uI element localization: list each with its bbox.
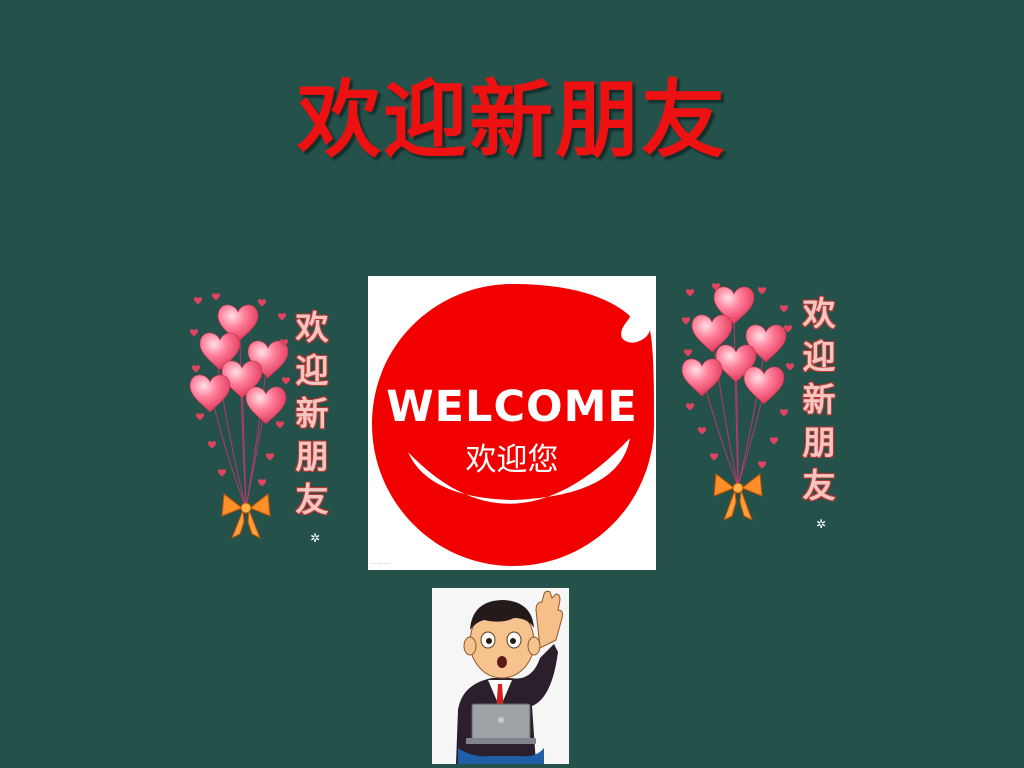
welcome-circle-icon: ·········· [372,284,654,568]
left-sticker-char: 友 [295,480,329,519]
waving-man-with-laptop-icon [456,590,563,764]
welcome-logo: ·········· WELCOME 欢迎您 [368,276,656,570]
left-sticker-char: 新 [295,394,329,433]
welcome-word: WELCOME [386,382,638,432]
right-sticker-char: 朋 [802,423,836,462]
welcome-subtitle: 欢迎您 [465,442,559,478]
waving-man-illustration [432,588,569,764]
svg-text:✲: ✲ [310,531,320,545]
right-sticker-char: 迎 [802,337,836,376]
left-sticker-char: 迎 [295,351,329,390]
left-sticker-text: 欢 迎 新 朋 友 [292,306,332,521]
right-sticker-text: 欢 迎 新 朋 友 [798,292,840,507]
heart-balloon-icon: ✲ [189,293,320,545]
heart-balloon-icon: ✲ [681,283,826,531]
left-sticker-char: 欢 [295,308,329,347]
right-sticker-char: 新 [802,380,836,419]
right-balloon-sticker: ✲ 欢 迎 新 朋 友 [676,280,846,540]
left-balloon-sticker: ✲ 欢 迎 新 朋 友 [186,286,336,548]
bow-icon [221,493,271,540]
slide-title: 欢迎新朋友 [296,71,727,169]
svg-text:··········: ·········· [372,561,391,568]
left-sticker-char: 朋 [295,437,329,476]
right-sticker-char: 欢 [802,294,836,333]
right-sticker-char: 友 [802,466,836,505]
svg-text:✲: ✲ [816,517,826,531]
bow-icon [713,473,763,522]
